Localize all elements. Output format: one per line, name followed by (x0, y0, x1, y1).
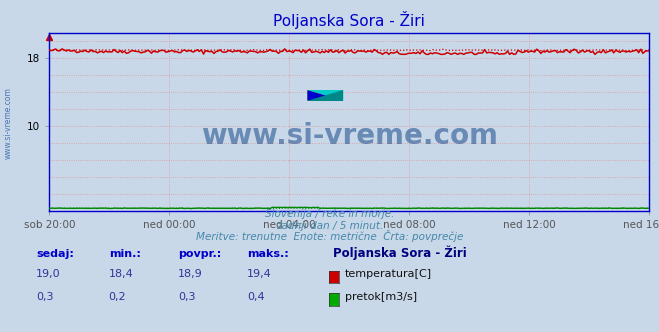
Text: www.si-vreme.com: www.si-vreme.com (201, 122, 498, 150)
Text: 0,2: 0,2 (109, 292, 127, 302)
Text: 19,4: 19,4 (247, 269, 272, 279)
Text: Poljanska Sora - Žiri: Poljanska Sora - Žiri (333, 246, 467, 260)
Text: www.si-vreme.com: www.si-vreme.com (3, 87, 13, 159)
Text: pretok[m3/s]: pretok[m3/s] (345, 292, 416, 302)
Text: 18,4: 18,4 (109, 269, 134, 279)
Text: 19,0: 19,0 (36, 269, 61, 279)
Polygon shape (307, 90, 343, 101)
Polygon shape (307, 90, 343, 101)
Text: Meritve: trenutne  Enote: metrične  Črta: povprečje: Meritve: trenutne Enote: metrične Črta: … (196, 230, 463, 242)
Title: Poljanska Sora - Žiri: Poljanska Sora - Žiri (273, 11, 425, 29)
Text: zadnji dan / 5 minut.: zadnji dan / 5 minut. (276, 221, 383, 231)
Text: 0,3: 0,3 (36, 292, 54, 302)
Text: min.:: min.: (109, 249, 140, 259)
Text: maks.:: maks.: (247, 249, 289, 259)
Text: temperatura[C]: temperatura[C] (345, 269, 432, 279)
Text: Slovenija / reke in morje.: Slovenija / reke in morje. (265, 209, 394, 219)
Text: 0,4: 0,4 (247, 292, 265, 302)
Text: 0,3: 0,3 (178, 292, 196, 302)
Text: sedaj:: sedaj: (36, 249, 74, 259)
Text: 18,9: 18,9 (178, 269, 203, 279)
Text: povpr.:: povpr.: (178, 249, 221, 259)
Polygon shape (307, 90, 343, 101)
Polygon shape (307, 90, 343, 101)
